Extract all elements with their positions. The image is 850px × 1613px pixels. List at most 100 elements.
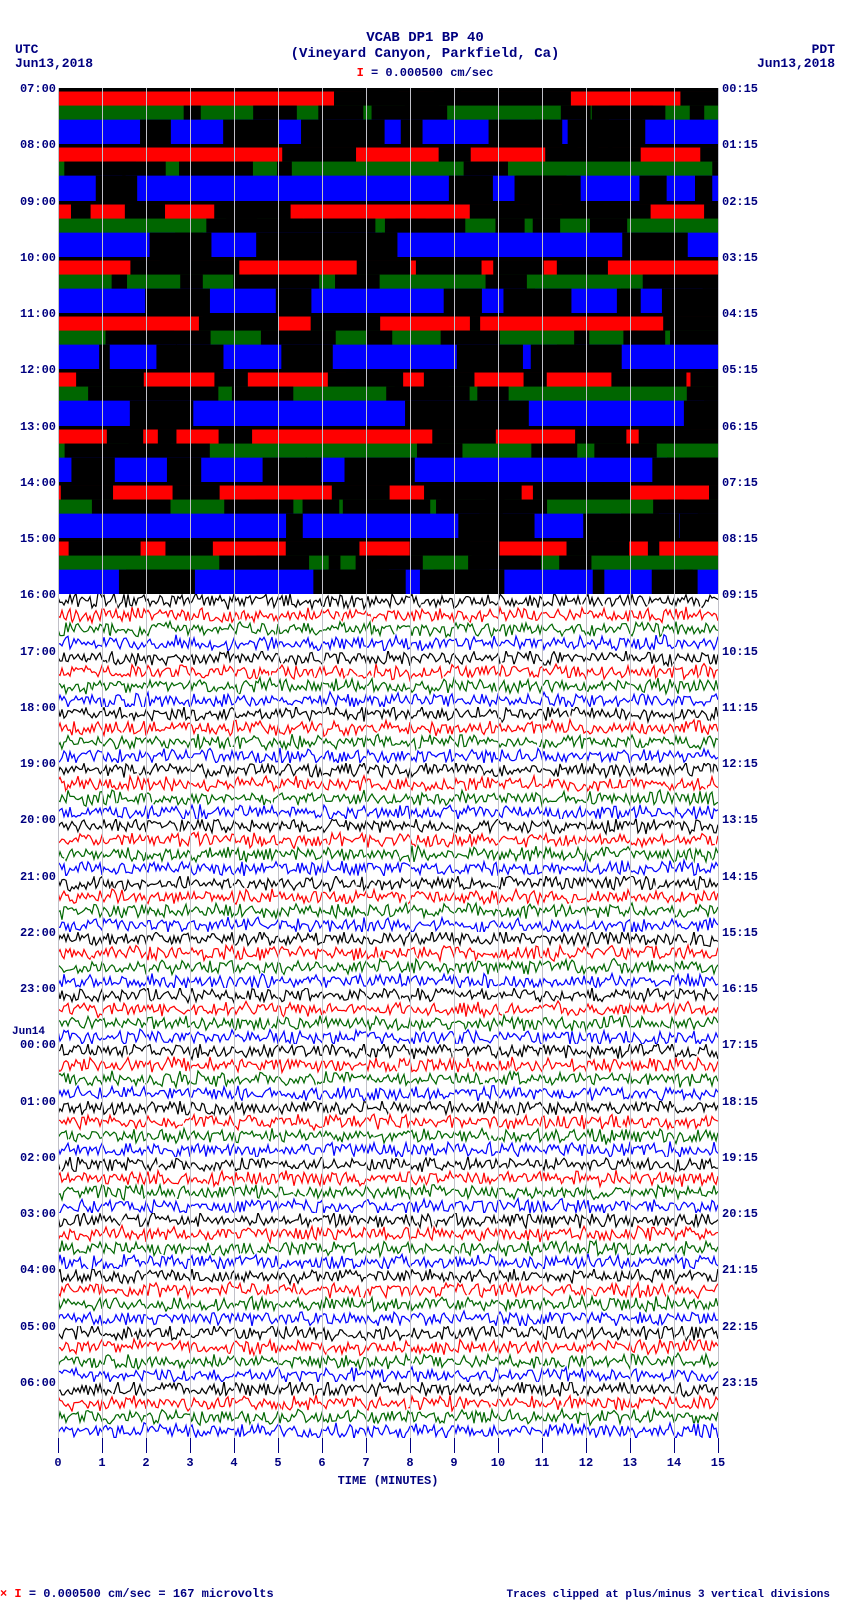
x-tick-label: 13 [623,1456,637,1470]
trace-line [58,707,718,763]
left-hour-label: 09:00 [20,195,56,209]
right-hour-label: 13:15 [722,813,758,827]
x-tick-label: 4 [230,1456,237,1470]
left-hour-label: 08:00 [20,138,56,152]
left-hour-label: 00:00 [20,1038,56,1052]
chart-header: VCAB DP1 BP 40 (Vineyard Canyon, Parkfie… [0,0,850,80]
trace-line [58,1326,718,1382]
left-hour-label: 01:00 [20,1095,56,1109]
right-hour-label: 20:15 [722,1207,758,1221]
right-hour-label: 03:15 [722,251,758,265]
trace-line [58,88,718,144]
trace-line [58,426,718,482]
trace-line [58,1157,718,1213]
x-tick-label: 6 [318,1456,325,1470]
left-hour-label: 04:00 [20,1263,56,1277]
right-hour-label: 12:15 [722,757,758,771]
right-hour-label: 19:15 [722,1151,758,1165]
right-hour-label: 05:15 [722,363,758,377]
left-hour-label: 16:00 [20,588,56,602]
date-right-label: Jun13,2018 [757,56,835,71]
trace-line [58,538,718,594]
tz-left-label: UTC [15,42,38,57]
footer-right: Traces clipped at plus/minus 3 vertical … [507,1589,830,1601]
trace-line [58,1269,718,1325]
right-hour-label: 04:15 [722,307,758,321]
x-tick-label: 5 [274,1456,281,1470]
title-line2: (Vineyard Canyon, Parkfield, Ca) [0,46,850,62]
left-hour-label: 20:00 [20,813,56,827]
x-tick-label: 2 [142,1456,149,1470]
trace-line [58,144,718,200]
right-hour-label: 23:15 [722,1376,758,1390]
left-hour-label: 11:00 [20,307,56,321]
trace-line [58,932,718,988]
right-hour-label: 07:15 [722,476,758,490]
trace-line [58,819,718,875]
left-hour-label: 17:00 [20,645,56,659]
right-hour-label: 16:15 [722,982,758,996]
trace-line [58,763,718,819]
x-tick-label: 12 [579,1456,593,1470]
date-left-label: Jun13,2018 [15,56,93,71]
trace-line [58,1213,718,1269]
right-hour-label: 21:15 [722,1263,758,1277]
trace-line [58,988,718,1044]
trace-line [58,1101,718,1157]
x-tick-label: 8 [406,1456,413,1470]
footer-left: × I = 0.000500 cm/sec = 167 microvolts [0,1587,274,1601]
trace-line [58,1382,718,1438]
trace-line [58,876,718,932]
right-hour-label: 09:15 [722,588,758,602]
right-hour-label: 06:15 [722,420,758,434]
right-hour-label: 08:15 [722,532,758,546]
trace-line [58,482,718,538]
title-line1: VCAB DP1 BP 40 [0,30,850,46]
right-hour-label: 01:15 [722,138,758,152]
left-hour-label: 06:00 [20,1376,56,1390]
left-hour-label: 02:00 [20,1151,56,1165]
x-tick-label: 11 [535,1456,549,1470]
x-tick-label: 7 [362,1456,369,1470]
left-hour-label: 13:00 [20,420,56,434]
right-hour-label: 14:15 [722,870,758,884]
day-break-label: Jun14 [12,1026,45,1038]
trace-line [58,313,718,369]
right-hour-label: 15:15 [722,926,758,940]
left-hour-label: 14:00 [20,476,56,490]
left-hour-label: 19:00 [20,757,56,771]
seismogram-plot [58,88,718,1438]
left-hour-label: 15:00 [20,532,56,546]
x-axis: TIME (MINUTES) 0123456789101112131415 [58,1438,718,1488]
left-hour-label: 12:00 [20,363,56,377]
left-hour-label: 18:00 [20,701,56,715]
right-hour-label: 02:15 [722,195,758,209]
x-tick-label: 14 [667,1456,681,1470]
trace-line [58,257,718,313]
left-hour-label: 21:00 [20,870,56,884]
x-tick-label: 1 [98,1456,105,1470]
right-hour-label: 11:15 [722,701,758,715]
right-hour-label: 17:15 [722,1038,758,1052]
trace-line [58,594,718,650]
x-axis-title: TIME (MINUTES) [58,1474,718,1488]
left-hour-label: 22:00 [20,926,56,940]
right-hour-label: 10:15 [722,645,758,659]
left-hour-label: 23:00 [20,982,56,996]
x-tick-label: 15 [711,1456,725,1470]
right-hour-label: 22:15 [722,1320,758,1334]
helicorder-container: VCAB DP1 BP 40 (Vineyard Canyon, Parkfie… [0,0,850,1613]
right-hour-label: 00:15 [722,82,758,96]
left-hour-label: 10:00 [20,251,56,265]
left-hour-label: 07:00 [20,82,56,96]
x-tick-label: 3 [186,1456,193,1470]
x-tick-label: 10 [491,1456,505,1470]
trace-line [58,1044,718,1100]
left-hour-label: 05:00 [20,1320,56,1334]
trace-line [58,651,718,707]
x-tick-label: 0 [54,1456,61,1470]
right-hour-label: 18:15 [722,1095,758,1109]
tz-right-label: PDT [812,42,835,57]
left-hour-label: 03:00 [20,1207,56,1221]
trace-line [58,201,718,257]
